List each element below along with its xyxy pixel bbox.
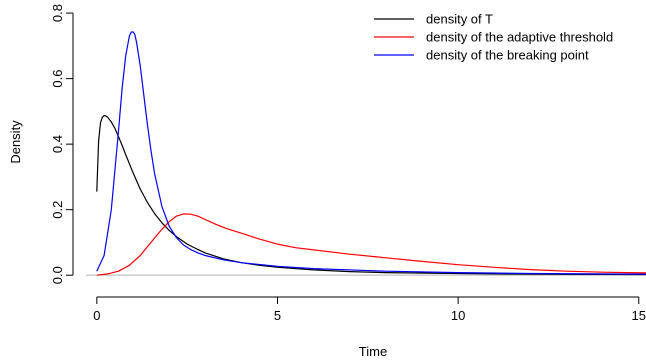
- x-tick-label: 0: [93, 308, 100, 323]
- y-tick-label: 0.4: [50, 135, 65, 153]
- y-tick-label: 0.8: [50, 4, 65, 22]
- series-line-2: [96, 31, 646, 275]
- legend-label-1: density of the adaptive threshold: [426, 30, 613, 45]
- series-line-1: [96, 213, 646, 276]
- series-lines: [96, 31, 646, 276]
- y-tick-label: 0.2: [50, 201, 65, 219]
- x-axis-ticks: 0 5 10 15: [93, 297, 646, 323]
- y-axis-title: Density: [8, 120, 23, 164]
- x-axis-title: Time: [359, 344, 387, 359]
- legend-label-0: density of T: [426, 12, 493, 27]
- legend: density of T density of the adaptive thre…: [374, 12, 613, 63]
- y-tick-label: 0.0: [50, 266, 65, 284]
- x-tick-label: 15: [632, 308, 646, 323]
- x-tick-label: 5: [274, 308, 281, 323]
- legend-label-2: density of the breaking point: [426, 48, 589, 63]
- series-line-0: [96, 114, 646, 276]
- x-tick-label: 10: [451, 308, 465, 323]
- y-axis-ticks: 0.0 0.2 0.4 0.6 0.8: [50, 4, 73, 284]
- y-tick-label: 0.6: [50, 70, 65, 88]
